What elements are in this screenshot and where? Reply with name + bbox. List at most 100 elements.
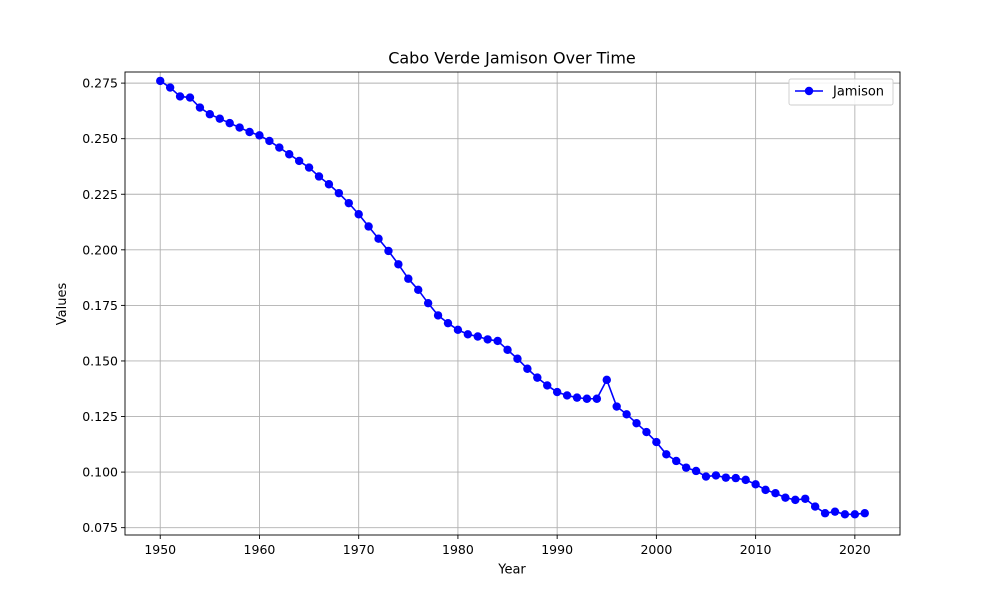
data-point [830,507,840,516]
grid-lines [125,72,900,535]
data-point [404,274,413,283]
data-point [364,222,373,231]
data-point [483,335,492,344]
data-point [334,188,344,198]
data-point [394,260,403,269]
data-point [820,509,830,518]
data-point [175,92,185,101]
data-point [533,373,542,382]
data-point [314,172,324,181]
data-point [572,393,582,402]
y-tick-label: 0.150 [82,353,118,368]
data-point [185,93,195,102]
data-point [324,180,334,189]
data-point [225,118,234,128]
y-tick-label: 0.100 [82,465,118,480]
data-point [791,495,800,505]
data-point [801,494,810,503]
data-point [612,402,621,411]
legend: Jamison [788,78,894,106]
data-point [503,345,512,355]
data-point [721,473,731,482]
data-point [354,210,363,219]
data-point [414,285,423,295]
data-point [582,394,592,403]
data-point [205,110,215,119]
x-tick-label: 2000 [640,542,672,557]
data-point [731,473,740,483]
x-tick-label: 2010 [740,542,772,557]
data-point [255,131,264,140]
x-axis-title: Year [497,563,526,578]
data-point [156,76,165,86]
y-axis-title: Values [55,283,70,326]
data-point [235,123,244,132]
data-point [384,246,393,256]
legend-marker [804,86,814,96]
y-tick-label: 0.200 [82,242,118,257]
data-point [681,463,691,472]
data-point [165,83,175,92]
x-tick-label: 1950 [144,542,176,557]
data-point [463,330,473,339]
data-point [562,391,572,400]
data-point [374,234,383,243]
data-point [662,450,671,459]
series-markers-jamison [156,76,869,519]
data-point [275,143,284,152]
data-point [771,489,780,498]
y-tick-label: 0.075 [82,520,118,535]
data-point [294,156,304,166]
x-tick-label: 2020 [839,542,871,557]
data-point [523,364,532,373]
data-point [592,394,602,403]
x-tick-label: 1960 [244,542,276,557]
data-point [840,510,850,519]
data-point [443,318,453,328]
y-tick-label: 0.250 [82,131,118,146]
y-tick-label: 0.225 [82,187,118,202]
data-point [751,480,760,489]
x-tick-label: 1980 [442,542,474,557]
data-point [433,311,443,320]
plot-frame [124,71,901,536]
legend-label: Jamison [832,85,884,100]
data-point [285,150,294,159]
data-point [552,387,562,397]
data-point [513,354,522,363]
plot-area [125,72,900,535]
y-tick-label: 0.125 [82,409,118,424]
data-point [344,198,353,208]
data-point [741,475,750,485]
data-point [453,325,463,335]
data-point [265,136,274,146]
y-tick-label: 0.275 [82,76,118,91]
data-point [215,114,224,123]
data-point [543,381,552,390]
data-point [672,456,681,466]
y-tick-label: 0.175 [82,298,118,313]
data-point [195,103,205,112]
data-point [602,375,611,385]
data-point [493,336,502,346]
data-point [810,502,820,511]
data-point [781,493,790,502]
data-point [652,437,661,447]
axis-ticks: 1950 1960 1970 1980 1990 2000 2010 2020 0.075 0.1… [82,76,871,557]
data-point [761,485,770,495]
data-point [850,510,860,519]
data-point [701,472,711,481]
data-point [691,466,701,476]
data-point [622,410,631,419]
data-point [473,332,482,341]
chart-title: Cabo Verde Jamison Over Time [388,49,636,68]
x-tick-label: 1970 [343,542,375,557]
data-point [304,163,314,172]
data-point [642,427,651,437]
x-tick-label: 1990 [541,542,573,557]
data-point [423,298,433,308]
data-point [632,419,641,428]
data-point [711,471,721,480]
data-point [860,509,869,518]
